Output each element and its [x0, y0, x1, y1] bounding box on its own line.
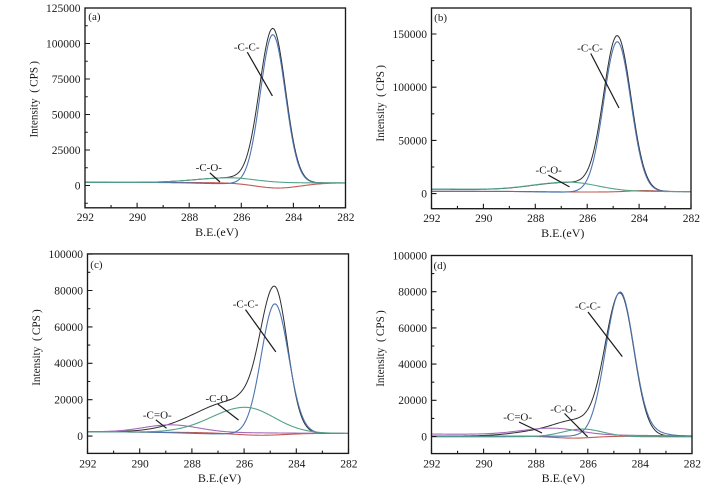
svg-text:-C=O-: -C=O-	[143, 410, 172, 422]
svg-text:(d): (d)	[433, 260, 446, 272]
svg-text:0: 0	[421, 189, 427, 201]
svg-text:B.E.(eV): B.E.(eV)	[541, 226, 584, 240]
svg-text:286: 286	[579, 213, 597, 225]
svg-text:80000: 80000	[398, 287, 427, 299]
svg-text:292: 292	[423, 213, 441, 225]
svg-text:Intensity ( CPS ): Intensity ( CPS )	[29, 61, 41, 138]
svg-text:100000: 100000	[393, 82, 428, 94]
svg-text:284: 284	[631, 213, 649, 225]
svg-text:282: 282	[340, 458, 358, 470]
svg-text:288: 288	[181, 212, 199, 224]
svg-text:Intensity ( CPS ): Intensity ( CPS )	[375, 310, 387, 387]
svg-text:Intensity ( CPS ): Intensity ( CPS )	[31, 309, 43, 386]
svg-text:282: 282	[683, 213, 701, 225]
svg-text:286: 286	[580, 459, 598, 471]
svg-text:288: 288	[184, 458, 202, 470]
svg-text:Intensity ( CPS ): Intensity ( CPS )	[375, 65, 387, 142]
svg-text:150000: 150000	[393, 29, 428, 41]
svg-text:100000: 100000	[393, 250, 428, 262]
svg-text:284: 284	[632, 459, 650, 471]
svg-text:284: 284	[285, 212, 303, 224]
svg-text:75000: 75000	[52, 74, 81, 86]
svg-text:80000: 80000	[54, 285, 83, 297]
svg-text:(a): (a)	[88, 11, 101, 23]
svg-text:-C-C-: -C-C-	[234, 41, 260, 53]
svg-text:-C-C-: -C-C-	[233, 299, 259, 311]
svg-text:-C-O-: -C-O-	[536, 165, 563, 177]
svg-text:60000: 60000	[398, 323, 427, 335]
svg-text:290: 290	[475, 213, 493, 225]
svg-text:290: 290	[129, 212, 147, 224]
svg-text:-C-C-: -C-C-	[575, 300, 601, 312]
svg-text:-C-O-: -C-O-	[550, 403, 577, 415]
svg-text:B.E.(eV): B.E.(eV)	[542, 471, 585, 485]
svg-text:-C-O-: -C-O-	[196, 162, 223, 174]
svg-text:288: 288	[527, 459, 545, 471]
svg-text:0: 0	[421, 431, 427, 443]
svg-text:290: 290	[475, 459, 493, 471]
svg-text:-C-O-: -C-O-	[205, 393, 232, 405]
svg-text:40000: 40000	[398, 359, 427, 371]
svg-text:B.E.(eV): B.E.(eV)	[198, 471, 241, 485]
svg-text:40000: 40000	[54, 358, 83, 370]
svg-text:288: 288	[527, 213, 545, 225]
svg-text:286: 286	[236, 458, 254, 470]
svg-text:284: 284	[288, 458, 306, 470]
svg-text:20000: 20000	[54, 395, 83, 407]
svg-text:292: 292	[423, 459, 441, 471]
svg-text:50000: 50000	[52, 109, 81, 121]
svg-text:292: 292	[77, 212, 95, 224]
svg-text:292: 292	[79, 458, 97, 470]
svg-text:60000: 60000	[54, 322, 83, 334]
svg-text:100000: 100000	[46, 38, 81, 50]
svg-text:(b): (b)	[434, 12, 447, 24]
svg-text:20000: 20000	[398, 395, 427, 407]
svg-text:25000: 25000	[52, 145, 81, 157]
svg-text:(c): (c)	[90, 259, 103, 271]
svg-text:125000: 125000	[46, 3, 81, 15]
svg-text:290: 290	[131, 458, 149, 470]
svg-text:0: 0	[75, 180, 81, 192]
svg-text:-C=O-: -C=O-	[503, 411, 532, 423]
svg-text:50000: 50000	[398, 135, 427, 147]
svg-text:282: 282	[684, 459, 702, 471]
svg-text:100000: 100000	[49, 249, 84, 261]
svg-text:0: 0	[77, 431, 83, 443]
svg-text:282: 282	[337, 212, 355, 224]
svg-text:B.E.(eV): B.E.(eV)	[195, 225, 238, 239]
svg-text:-C-C-: -C-C-	[577, 42, 603, 54]
svg-text:286: 286	[233, 212, 251, 224]
